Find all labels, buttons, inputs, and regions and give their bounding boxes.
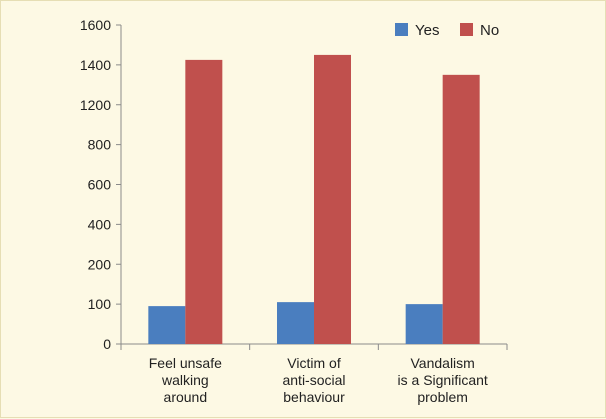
- y-tick-label: 0: [103, 336, 111, 352]
- x-category-label: Feel unsafe: [149, 355, 222, 371]
- y-tick-label: 100: [88, 296, 112, 312]
- x-category-label: Vandalism: [411, 355, 475, 371]
- y-tick-label: 800: [88, 137, 112, 153]
- x-category-label: walking: [161, 372, 209, 388]
- x-category-label: problem: [417, 389, 468, 405]
- x-category-label: anti-social: [282, 372, 345, 388]
- y-tick-label: 200: [88, 256, 112, 272]
- x-category-label: behaviour: [283, 389, 345, 405]
- y-tick-label: 400: [88, 216, 112, 232]
- legend-label-yes: Yes: [415, 22, 439, 39]
- bar-no-1: [185, 59, 223, 344]
- legend-swatch-yes: [395, 23, 408, 36]
- y-tick-label: 600: [88, 177, 112, 193]
- chart-bars: [148, 54, 480, 344]
- y-tick-label: 1400: [80, 57, 111, 73]
- chart-legend: Yes No: [395, 22, 499, 39]
- legend-label-no: No: [480, 22, 499, 39]
- x-category-label: Victim of: [287, 355, 341, 371]
- bar-yes-1: [148, 306, 186, 344]
- x-category-label: around: [164, 389, 208, 405]
- bar-no-3: [442, 74, 480, 344]
- legend-swatch-no: [460, 23, 473, 36]
- bar-no-2: [314, 54, 351, 344]
- bar-yes-3: [405, 304, 443, 344]
- x-category-label: is a Significant: [398, 372, 488, 388]
- y-tick-label: 1600: [80, 17, 111, 33]
- bar-yes-2: [277, 302, 314, 344]
- y-tick-label: 1200: [80, 97, 111, 113]
- y-tick-labels: 0 100 200 400 600 800 1200 1400 1600: [80, 17, 111, 352]
